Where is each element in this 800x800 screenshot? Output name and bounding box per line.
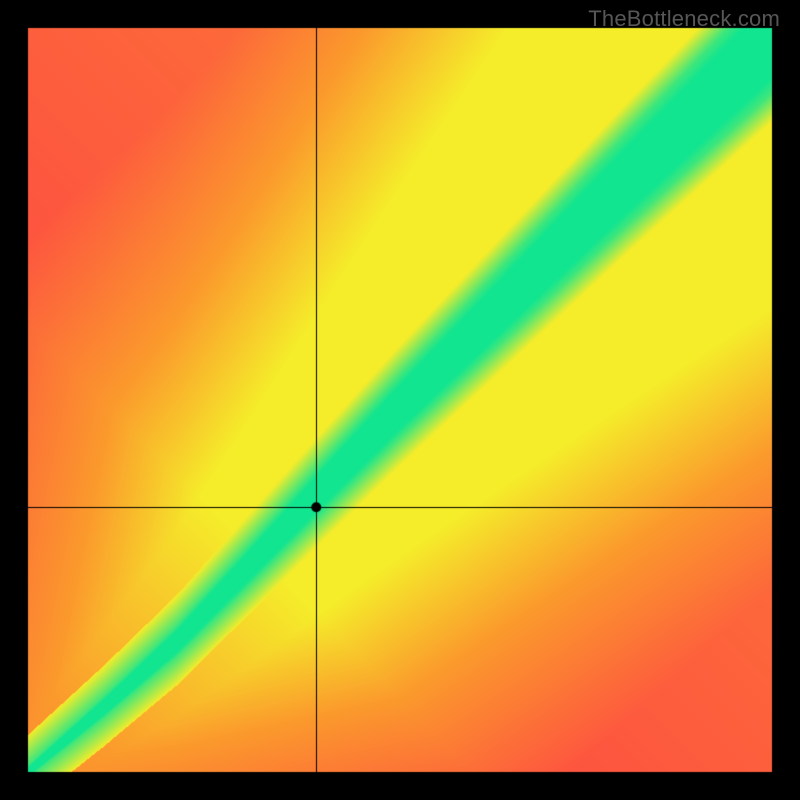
bottleneck-heatmap	[0, 0, 800, 800]
watermark-text: TheBottleneck.com	[588, 6, 780, 32]
chart-container: TheBottleneck.com	[0, 0, 800, 800]
